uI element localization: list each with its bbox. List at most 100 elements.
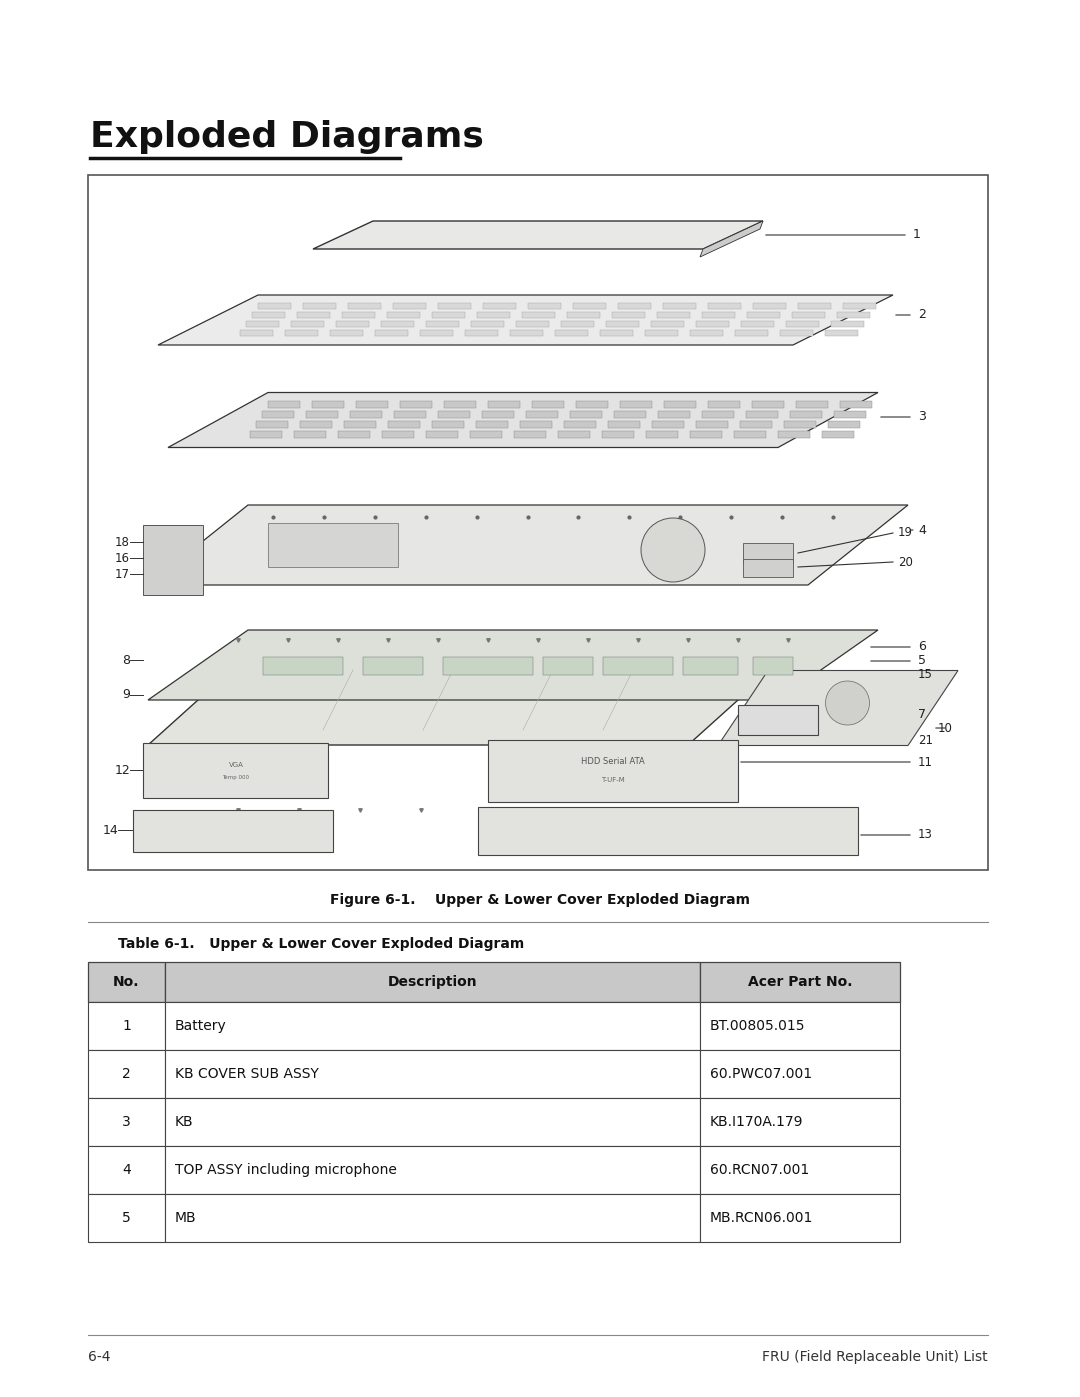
Bar xyxy=(798,303,831,309)
Bar xyxy=(831,320,864,327)
Text: 11: 11 xyxy=(918,756,933,768)
Bar xyxy=(300,420,332,427)
Text: Figure 6-1.    Upper & Lower Cover Exploded Diagram: Figure 6-1. Upper & Lower Cover Exploded… xyxy=(330,893,750,907)
Text: Acer Part No.: Acer Part No. xyxy=(747,975,852,989)
Bar xyxy=(658,411,690,418)
Text: 5: 5 xyxy=(918,655,926,668)
Bar xyxy=(477,312,510,317)
Text: 60.PWC07.001: 60.PWC07.001 xyxy=(710,1067,812,1081)
Bar xyxy=(620,401,652,408)
Text: 4: 4 xyxy=(918,524,926,536)
Bar xyxy=(606,320,639,327)
Bar xyxy=(249,432,282,439)
Bar xyxy=(443,657,534,675)
Text: No.: No. xyxy=(113,975,139,989)
Text: 2: 2 xyxy=(122,1067,131,1081)
Bar xyxy=(470,432,502,439)
Bar xyxy=(285,330,318,335)
Bar xyxy=(740,420,772,427)
Bar xyxy=(646,432,678,439)
Bar xyxy=(356,401,388,408)
Bar xyxy=(400,401,432,408)
Text: Temp 000: Temp 000 xyxy=(222,775,249,781)
FancyBboxPatch shape xyxy=(143,743,328,798)
Bar xyxy=(664,401,696,408)
Bar xyxy=(528,303,561,309)
Text: 2: 2 xyxy=(918,309,926,321)
Bar xyxy=(264,657,343,675)
Polygon shape xyxy=(313,221,762,249)
Bar xyxy=(262,411,294,418)
Bar xyxy=(543,657,593,675)
Bar xyxy=(165,1002,700,1051)
Text: Description: Description xyxy=(388,975,477,989)
Bar xyxy=(388,420,420,427)
Text: BT.00805.015: BT.00805.015 xyxy=(710,1018,806,1032)
Text: VGA: VGA xyxy=(229,761,243,768)
Polygon shape xyxy=(148,630,878,700)
Bar xyxy=(312,401,345,408)
Bar xyxy=(306,411,338,418)
Text: 20: 20 xyxy=(897,556,913,569)
Bar xyxy=(87,1146,165,1194)
Bar xyxy=(700,1002,900,1051)
Bar xyxy=(165,1146,700,1194)
Bar xyxy=(375,330,408,335)
Bar xyxy=(432,420,464,427)
Bar xyxy=(294,432,326,439)
Bar xyxy=(165,1051,700,1098)
Bar xyxy=(602,432,634,439)
Text: 1: 1 xyxy=(122,1018,131,1032)
Bar xyxy=(268,401,300,408)
Text: KB: KB xyxy=(175,1115,193,1129)
Bar xyxy=(516,320,549,327)
Bar xyxy=(438,411,470,418)
Text: 4: 4 xyxy=(122,1162,131,1178)
Bar xyxy=(743,543,793,563)
Bar xyxy=(696,420,728,427)
Bar xyxy=(747,312,780,317)
Bar xyxy=(303,303,336,309)
Bar xyxy=(330,330,363,335)
Bar xyxy=(702,312,735,317)
Text: 17: 17 xyxy=(114,567,130,581)
Bar xyxy=(700,1194,900,1242)
Bar xyxy=(608,420,640,427)
Text: 21: 21 xyxy=(918,733,933,746)
Bar xyxy=(834,411,866,418)
Bar xyxy=(576,401,608,408)
Bar xyxy=(752,401,784,408)
Text: 8: 8 xyxy=(122,654,130,666)
Bar xyxy=(338,432,370,439)
Bar xyxy=(165,1194,700,1242)
Bar xyxy=(258,303,291,309)
Bar xyxy=(519,420,552,427)
Bar xyxy=(837,312,870,317)
Text: 60.RCN07.001: 60.RCN07.001 xyxy=(710,1162,809,1178)
Bar xyxy=(651,320,684,327)
Bar xyxy=(394,411,426,418)
Bar xyxy=(483,303,516,309)
Text: 12: 12 xyxy=(114,764,130,777)
Bar xyxy=(561,320,594,327)
Bar xyxy=(291,320,324,327)
Text: HDD Serial ATA: HDD Serial ATA xyxy=(581,757,645,767)
Text: 9: 9 xyxy=(122,689,130,701)
Bar xyxy=(165,1098,700,1146)
Text: 3: 3 xyxy=(122,1115,131,1129)
Bar xyxy=(133,810,333,852)
Bar xyxy=(87,175,988,870)
Bar xyxy=(663,303,696,309)
Bar xyxy=(240,330,273,335)
Text: TOP ASSY including microphone: TOP ASSY including microphone xyxy=(175,1162,396,1178)
Bar xyxy=(471,320,504,327)
Text: 6: 6 xyxy=(918,640,926,654)
Bar xyxy=(778,432,810,439)
Bar xyxy=(252,312,285,317)
Bar xyxy=(743,559,793,577)
Bar xyxy=(165,963,700,1002)
Bar xyxy=(652,420,684,427)
Bar xyxy=(735,330,768,335)
Bar xyxy=(345,420,376,427)
Polygon shape xyxy=(718,671,958,746)
